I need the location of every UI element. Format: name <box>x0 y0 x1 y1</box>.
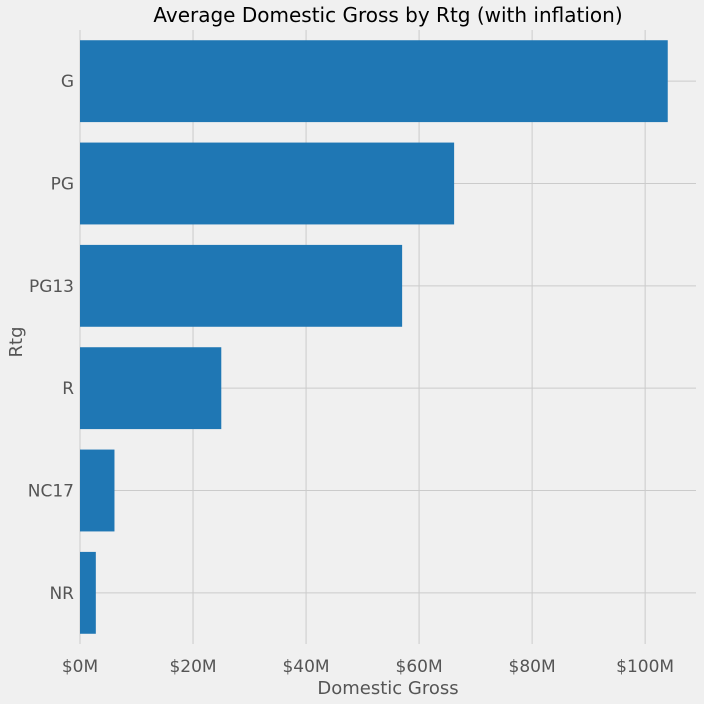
y-tick-label: PG <box>51 175 74 195</box>
y-tick-label: NR <box>49 584 74 604</box>
chart-title: Average Domestic Gross by Rtg (with infl… <box>153 3 622 27</box>
x-tick-label: $60M <box>396 657 443 677</box>
bar-pg13 <box>80 244 403 327</box>
bar-nc17 <box>80 449 115 532</box>
bar-pg <box>80 142 455 225</box>
x-tick-label: $20M <box>169 657 216 677</box>
x-axis-label: Domestic Gross <box>317 678 458 699</box>
bar-g <box>80 40 668 123</box>
y-tick-label: R <box>62 379 74 399</box>
x-tick-label: $0M <box>62 657 98 677</box>
x-tick-label: $80M <box>509 657 556 677</box>
bar-nr <box>80 551 96 634</box>
y-tick-label: PG13 <box>29 277 74 297</box>
bars <box>80 40 668 634</box>
x-tick-labels: $0M $20M $40M $60M $80M $100M <box>62 657 674 677</box>
y-tick-labels: G PG PG13 R NC17 NR <box>28 72 74 604</box>
y-tick-label: G <box>61 72 74 92</box>
y-tick-label: NC17 <box>28 482 74 502</box>
x-tick-label: $40M <box>282 657 329 677</box>
bar-r <box>80 347 222 430</box>
x-tick-label: $100M <box>616 657 674 677</box>
y-axis-label: Rtg <box>6 327 27 358</box>
